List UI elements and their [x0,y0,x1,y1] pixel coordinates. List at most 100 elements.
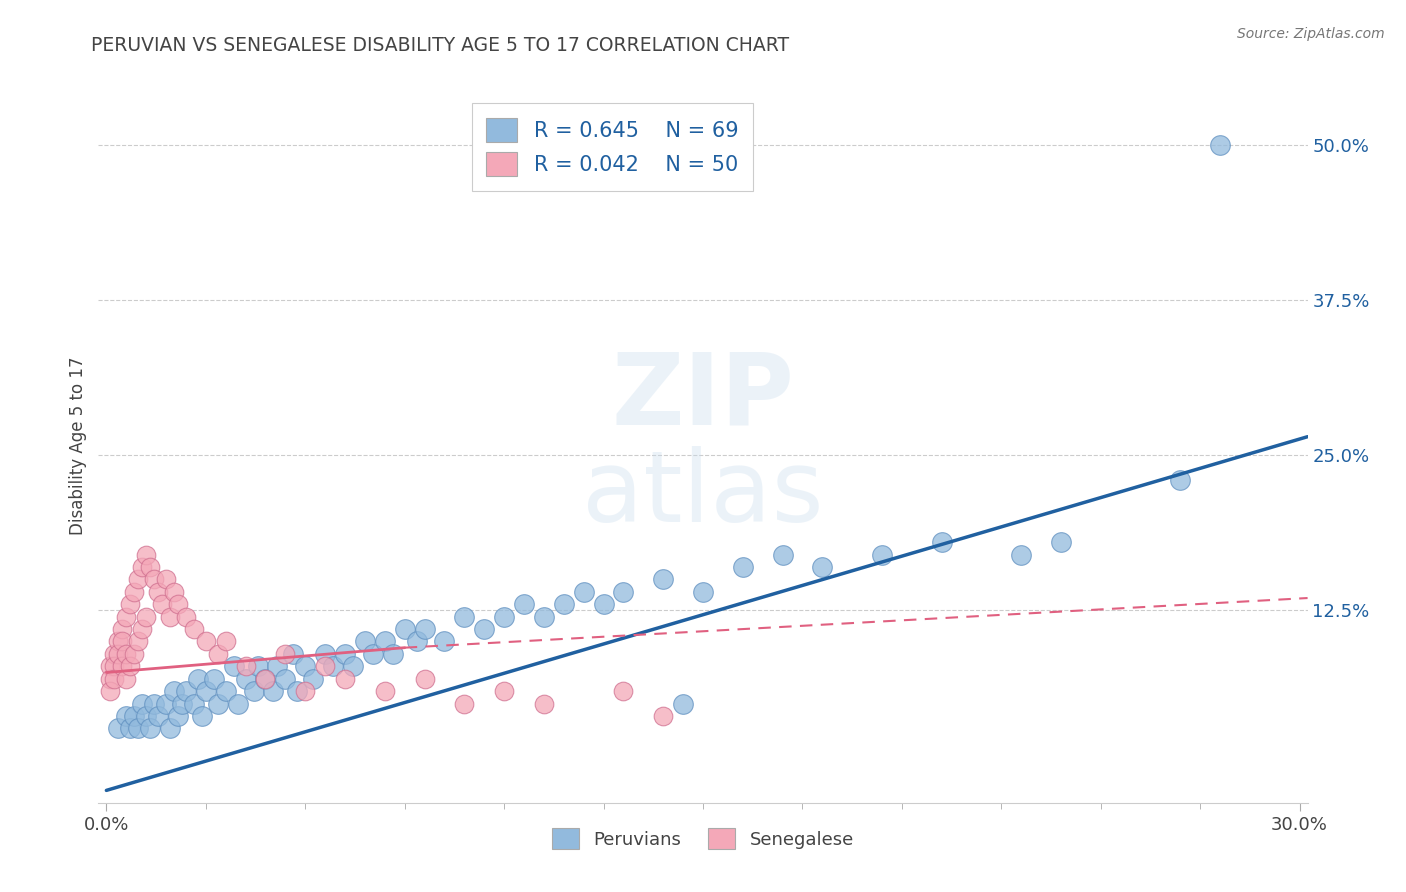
Text: ZIP: ZIP [612,349,794,446]
Point [553,597,575,611]
Point [127,573,149,587]
Point [453,609,475,624]
Point [572,584,595,599]
Point [266,659,288,673]
Point [494,684,516,698]
Point [381,647,404,661]
Point [135,709,157,723]
Point [115,709,138,723]
Point [120,597,142,611]
Point [159,609,181,624]
Point [143,573,166,587]
Point [354,634,377,648]
Point [361,647,384,661]
Point [612,584,634,599]
Point [139,560,162,574]
Point [131,622,153,636]
Point [1168,473,1191,487]
Point [322,659,344,673]
Point [374,684,396,698]
Point [115,672,138,686]
Text: atlas: atlas [582,446,824,543]
Point [811,560,834,574]
Point [413,622,436,636]
Point [207,697,229,711]
Text: Source: ZipAtlas.com: Source: ZipAtlas.com [1237,27,1385,41]
Point [612,684,634,698]
Point [194,634,217,648]
Point [131,560,153,574]
Point [207,647,229,661]
Point [333,672,356,686]
Point [191,709,214,723]
Point [652,709,675,723]
Point [103,647,125,661]
Point [167,709,190,723]
Point [202,672,225,686]
Point [342,659,364,673]
Point [146,709,169,723]
Point [394,622,416,636]
Point [139,722,162,736]
Point [111,634,134,648]
Point [103,659,125,673]
Point [163,684,186,698]
Point [120,659,142,673]
Point [283,647,305,661]
Point [146,584,169,599]
Point [194,684,217,698]
Point [122,709,145,723]
Point [242,684,264,698]
Point [1010,548,1032,562]
Point [302,672,325,686]
Point [174,684,197,698]
Point [107,634,129,648]
Point [122,584,145,599]
Point [494,609,516,624]
Point [107,647,129,661]
Point [103,672,125,686]
Point [111,659,134,673]
Point [533,609,555,624]
Point [98,672,121,686]
Point [1050,535,1073,549]
Point [262,684,284,698]
Point [120,722,142,736]
Point [692,584,714,599]
Point [107,722,129,736]
Point [183,697,205,711]
Point [150,597,173,611]
Point [433,634,456,648]
Text: PERUVIAN VS SENEGALESE DISABILITY AGE 5 TO 17 CORRELATION CHART: PERUVIAN VS SENEGALESE DISABILITY AGE 5 … [91,36,790,54]
Point [235,672,257,686]
Point [246,659,269,673]
Point [294,659,316,673]
Point [453,697,475,711]
Point [115,647,138,661]
Point [159,722,181,736]
Point [592,597,614,611]
Point [98,684,121,698]
Point [215,684,238,698]
Point [254,672,277,686]
Y-axis label: Disability Age 5 to 17: Disability Age 5 to 17 [69,357,87,535]
Point [314,659,336,673]
Point [772,548,794,562]
Point [222,659,245,673]
Point [163,584,186,599]
Point [870,548,893,562]
Point [731,560,754,574]
Point [215,634,238,648]
Point [235,659,257,673]
Point [1209,138,1232,153]
Point [931,535,953,549]
Point [333,647,356,661]
Legend: Peruvians, Senegalese: Peruvians, Senegalese [543,819,863,858]
Point [533,697,555,711]
Point [131,697,153,711]
Point [167,597,190,611]
Point [274,647,297,661]
Point [135,609,157,624]
Point [472,622,495,636]
Point [170,697,193,711]
